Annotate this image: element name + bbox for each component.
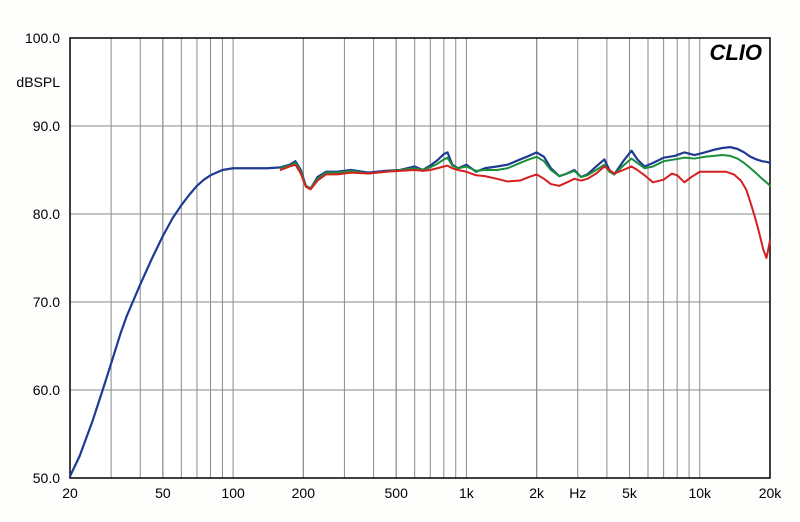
x-tick-label: 200 (292, 485, 316, 501)
chart-svg: 50.0 60.0 70.0 80.0 90.0 100.0 dBSPL 20 50 100 200… (0, 0, 800, 522)
brand-label: CLIO (709, 40, 762, 65)
x-tick-label: 20 (62, 485, 78, 501)
x-tick-label: 1k (459, 485, 475, 501)
y-tick-label: 80.0 (33, 206, 60, 222)
x-tick-label: 500 (385, 485, 409, 501)
x-tick-label: Hz (569, 485, 586, 501)
x-tick-label: 50 (155, 485, 171, 501)
y-axis-unit: dBSPL (16, 74, 60, 90)
frequency-response-chart: 50.0 60.0 70.0 80.0 90.0 100.0 dBSPL 20 50 100 200… (0, 0, 800, 522)
x-tick-label: 10k (688, 485, 712, 501)
y-tick-label: 50.0 (33, 470, 60, 486)
x-tick-label: 5k (622, 485, 638, 501)
y-tick-label: 60.0 (33, 382, 60, 398)
y-tick-label: 90.0 (33, 118, 60, 134)
x-tick-label: 2k (529, 485, 545, 501)
x-tick-label: 20k (759, 485, 783, 501)
x-tick-label: 100 (221, 485, 245, 501)
y-tick-label: 70.0 (33, 294, 60, 310)
y-tick-label: 100.0 (25, 30, 60, 46)
